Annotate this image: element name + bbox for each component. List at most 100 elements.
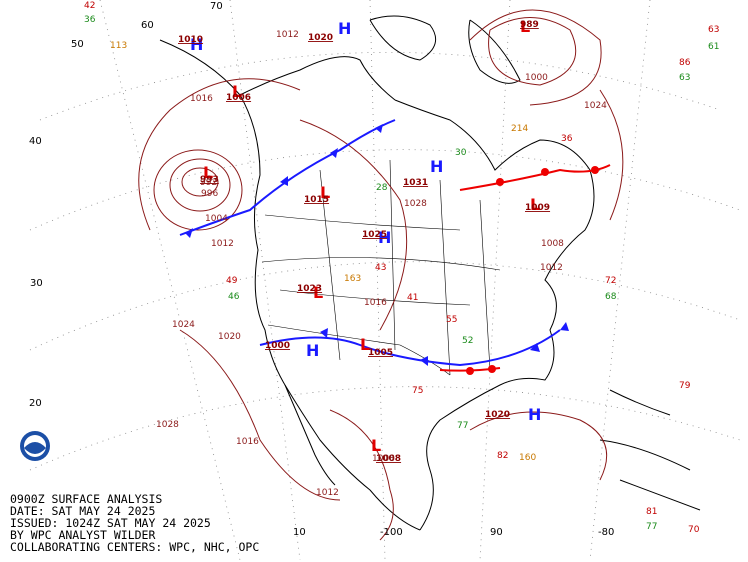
latitude-label: 70 bbox=[210, 1, 223, 12]
station-value: 28 bbox=[376, 183, 388, 193]
isobar-label: 1024 bbox=[584, 101, 607, 111]
station-value: 72 bbox=[605, 276, 616, 286]
pressure-center-symbol: H bbox=[338, 19, 351, 38]
station-value: 82 bbox=[497, 451, 508, 461]
latitude-label: 10 bbox=[293, 527, 306, 538]
isobar-label: 1012 bbox=[276, 30, 299, 40]
graticule bbox=[29, 0, 741, 561]
pressure-center-value: 1008 bbox=[376, 454, 401, 464]
cold-front bbox=[179, 119, 396, 236]
footer-line: ISSUED: 1024Z SAT MAY 24 2025 bbox=[10, 516, 211, 530]
longitude-label: 90 bbox=[490, 527, 503, 538]
station-value: 70 bbox=[688, 525, 700, 535]
pressure-center-symbol: L bbox=[520, 17, 530, 36]
station-value: 46 bbox=[228, 292, 240, 302]
isobar-label: 1008 bbox=[372, 454, 395, 464]
coastlines bbox=[159, 15, 701, 531]
footer-line: COLLABORATING CENTERS: WPC, NHC, OPC bbox=[10, 540, 259, 554]
station-value: 61 bbox=[708, 42, 719, 52]
station-value: 77 bbox=[646, 522, 657, 532]
latitude-label: 20 bbox=[29, 398, 42, 409]
footer-line: BY WPC ANALYST WILDER bbox=[10, 528, 155, 542]
pressure-center-value: 1005 bbox=[368, 348, 393, 358]
isobar-label: 996 bbox=[201, 189, 218, 199]
isobar-label: 1028 bbox=[156, 420, 179, 430]
station-value: 36 bbox=[84, 15, 96, 25]
pressure-center-symbol: H bbox=[190, 35, 203, 54]
isobar-label: 1028 bbox=[404, 199, 427, 209]
pressure-center-value: 1010 bbox=[178, 35, 203, 45]
pressure-center-value: 1020 bbox=[308, 33, 333, 43]
isobar-label: 1012 bbox=[540, 263, 563, 273]
station-value: 42 bbox=[84, 1, 95, 11]
station-value: 43 bbox=[375, 263, 386, 273]
isobar-label: 1020 bbox=[218, 332, 241, 342]
pressure-center-symbol: L bbox=[313, 283, 323, 302]
noaa-logo bbox=[20, 431, 50, 461]
station-value: 113 bbox=[110, 41, 127, 51]
station-value: 63 bbox=[679, 73, 690, 83]
station-value: 160 bbox=[519, 453, 536, 463]
footer-line: 0900Z SURFACE ANALYSIS bbox=[10, 492, 162, 506]
station-value: 86 bbox=[679, 58, 691, 68]
pressure-center-value: 989 bbox=[520, 20, 539, 30]
footer-line: DATE: SAT MAY 24 2025 bbox=[10, 504, 155, 518]
station-value: 81 bbox=[646, 507, 657, 517]
station-value: 68 bbox=[605, 292, 617, 302]
station-value: 49 bbox=[226, 276, 238, 286]
station-value: 55 bbox=[446, 315, 457, 325]
station-value: 63 bbox=[708, 25, 719, 35]
latitude-label: 50 bbox=[71, 39, 84, 50]
pressure-center-symbol: H bbox=[430, 157, 443, 176]
borders bbox=[261, 159, 501, 376]
station-value: 41 bbox=[407, 293, 418, 303]
station-value: 30 bbox=[455, 148, 467, 158]
pressure-center-value: 1015 bbox=[304, 195, 329, 205]
isobar-label: 1004 bbox=[205, 214, 228, 224]
pressure-center-value: 1000 bbox=[265, 341, 290, 351]
isobars bbox=[138, 9, 624, 541]
pressure-center-value: 1006 bbox=[226, 93, 251, 103]
pressure-center-symbol: L bbox=[530, 195, 540, 214]
pressure-center-symbol: H bbox=[306, 341, 319, 360]
pressure-center-symbol: L bbox=[371, 436, 381, 455]
station-value: 75 bbox=[412, 386, 423, 396]
station-value: 214 bbox=[511, 124, 528, 134]
isobar-label: 1016 bbox=[190, 94, 213, 104]
isobar-label: 1000 bbox=[525, 73, 548, 83]
front-symbols bbox=[466, 166, 599, 375]
pressure-center-symbol: H bbox=[528, 405, 541, 424]
longitude-label: -80 bbox=[598, 527, 614, 538]
pressure-center-symbol: L bbox=[203, 163, 213, 182]
station-value: 79 bbox=[679, 381, 691, 391]
pressure-center-symbol: H bbox=[378, 228, 391, 247]
latitude-label: 60 bbox=[141, 20, 154, 31]
pressure-center-value: 1020 bbox=[485, 410, 510, 420]
isobar-label: 1008 bbox=[541, 239, 564, 249]
pressure-center-value: 1025 bbox=[362, 230, 387, 240]
front-symbols bbox=[185, 124, 569, 366]
station-value: 52 bbox=[462, 336, 473, 346]
cold-front bbox=[259, 329, 561, 367]
station-value: 36 bbox=[561, 134, 573, 144]
pressure-center-symbol: L bbox=[360, 335, 370, 354]
isobar-label: 1012 bbox=[316, 488, 339, 498]
isobar-label: 1012 bbox=[211, 239, 234, 249]
longitude-label: -100 bbox=[380, 527, 403, 538]
pressure-center-value: 993 bbox=[200, 175, 219, 185]
latitude-label: 30 bbox=[30, 278, 43, 289]
pressure-center-value: 1009 bbox=[525, 203, 550, 213]
pressure-center-symbol: L bbox=[320, 183, 330, 202]
pressure-center-symbol: L bbox=[232, 82, 242, 101]
isobar-label: 1016 bbox=[364, 298, 387, 308]
isobar-label: 992 bbox=[200, 178, 217, 188]
latitude-label: 40 bbox=[29, 136, 42, 147]
isobar-label: 1016 bbox=[236, 437, 259, 447]
station-value: 163 bbox=[344, 274, 361, 284]
isobar-label: 1024 bbox=[172, 320, 195, 330]
pressure-center-value: 1031 bbox=[403, 178, 428, 188]
